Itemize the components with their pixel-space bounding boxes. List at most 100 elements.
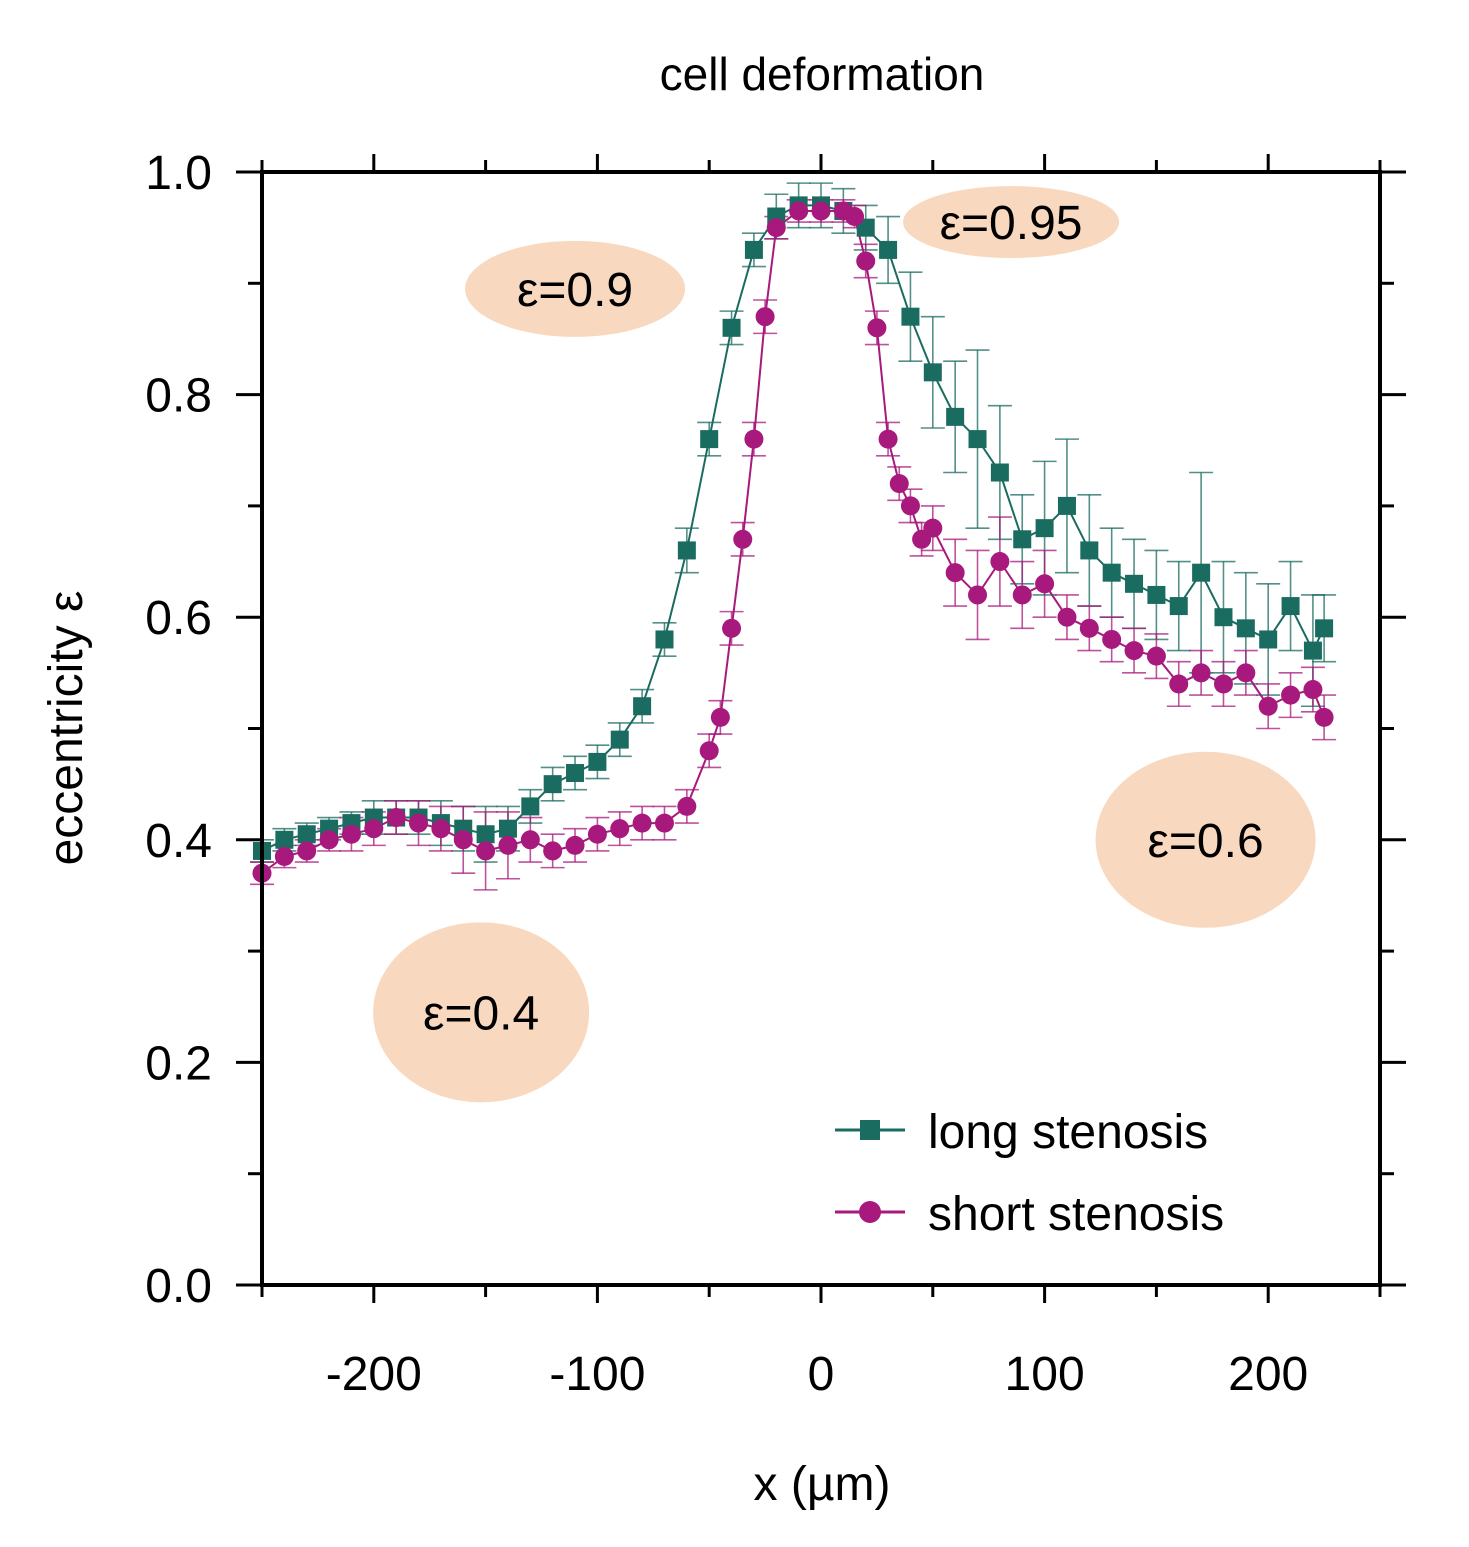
annotation-label: ε=0.6 — [1148, 815, 1264, 868]
short-stenosis-point — [274, 846, 294, 866]
long-stenosis-point — [1080, 541, 1099, 560]
long-stenosis-point — [655, 630, 674, 649]
long-stenosis-point — [633, 697, 652, 716]
long-stenosis-point — [1192, 563, 1211, 582]
long-stenosis-point — [1259, 630, 1278, 649]
short-stenosis-point — [1012, 585, 1032, 605]
long-stenosis-point — [1125, 574, 1144, 593]
short-stenosis-point — [923, 518, 943, 538]
legend-label-long: long stenosis — [928, 1106, 1208, 1159]
annotation-ellipse — [373, 922, 590, 1103]
long-stenosis-point — [610, 730, 629, 749]
short-stenosis-point — [1057, 607, 1077, 627]
short-stenosis-point — [341, 824, 361, 844]
long-stenosis-point — [1315, 619, 1334, 638]
short-stenosis-point — [520, 830, 540, 850]
short-stenosis-point — [1169, 674, 1189, 694]
short-stenosis-point — [654, 813, 674, 833]
long-stenosis-point — [1147, 585, 1166, 604]
short-stenosis-point — [710, 707, 730, 727]
tick-labels-layer: -200 -100 0 100 200 0.0 0.2 0.4 0.6 0.8 1.0 — [145, 147, 1308, 1401]
long-stenosis-point — [275, 830, 294, 849]
y-tick-label: 0.2 — [145, 1037, 212, 1090]
short-stenosis-point — [1303, 680, 1323, 700]
short-stenosis-point — [945, 563, 965, 583]
x-axis-title: x (µm) — [754, 1458, 891, 1511]
short-stenosis-point — [856, 251, 876, 271]
short-stenosis-point — [1146, 646, 1166, 666]
short-stenosis-point — [453, 830, 473, 850]
long-stenosis-line — [261, 204, 1325, 852]
short-stenosis-point — [364, 819, 384, 839]
short-stenosis-point — [1191, 663, 1211, 683]
short-stenosis-point — [755, 307, 775, 327]
long-stenosis-point — [1303, 641, 1322, 660]
short-stenosis-point — [297, 841, 317, 861]
long-stenosis-point — [1013, 530, 1032, 549]
long-stenosis-point — [879, 240, 898, 259]
short-stenosis-point — [699, 741, 719, 761]
long-stenosis-point — [543, 775, 562, 794]
long-stenosis-point — [1057, 496, 1076, 515]
short-stenosis-point — [744, 429, 764, 449]
chart-title: cell deformation — [660, 48, 985, 100]
x-tick-label: 200 — [1228, 1348, 1308, 1401]
short-stenosis-point — [498, 835, 518, 855]
short-stenosis-point — [1281, 685, 1301, 705]
y-tick-label: 0.4 — [145, 815, 212, 868]
long-stenosis-point — [476, 825, 495, 844]
long-stenosis-point — [1281, 597, 1300, 616]
long-stenosis-point — [588, 752, 607, 771]
ticks-layer — [236, 154, 1406, 1303]
short-stenosis-point — [386, 808, 406, 828]
plot-frame — [260, 170, 1382, 1287]
annotation-ellipse — [903, 186, 1120, 259]
markers-layer — [252, 196, 1334, 883]
legend-marker-short — [859, 1201, 881, 1223]
legend-marker-long — [860, 1120, 880, 1140]
short-stenosis-point — [900, 496, 920, 516]
short-stenosis-point — [722, 618, 742, 638]
long-stenosis-point — [1035, 519, 1054, 538]
short-stenosis-point — [968, 585, 988, 605]
y-tick-label: 0.6 — [145, 592, 212, 645]
x-tick-label: -200 — [326, 1348, 422, 1401]
short-stenosis-point — [1258, 696, 1278, 716]
short-stenosis-point — [587, 824, 607, 844]
long-stenosis-point — [744, 240, 763, 259]
y-tick-label: 0.0 — [145, 1260, 212, 1313]
short-stenosis-point — [632, 813, 652, 833]
y-tick-label: 0.8 — [145, 370, 212, 423]
short-stenosis-point — [1102, 629, 1122, 649]
long-stenosis-point — [566, 764, 585, 783]
long-stenosis-point — [946, 407, 965, 426]
long-stenosis-point — [1214, 608, 1233, 627]
short-stenosis-point — [409, 813, 429, 833]
long-stenosis-point — [1236, 619, 1255, 638]
long-stenosis-point — [297, 825, 316, 844]
short-stenosis-point — [431, 819, 451, 839]
short-stenosis-point — [565, 835, 585, 855]
short-stenosis-point — [845, 207, 865, 227]
short-stenosis-point — [1035, 574, 1055, 594]
short-stenosis-point — [1124, 641, 1144, 661]
x-tick-label: 0 — [808, 1348, 835, 1401]
short-stenosis-point — [1079, 618, 1099, 638]
short-stenosis-point — [1314, 707, 1334, 727]
x-tick-label: 100 — [1005, 1348, 1085, 1401]
annotation-label: ε=0.95 — [940, 197, 1083, 250]
annotations-layer: ε=0.9 ε=0.95 ε=0.4 ε=0.6 — [373, 186, 1316, 1103]
short-stenosis-point — [878, 429, 898, 449]
annotation-ellipse — [465, 240, 686, 337]
short-stenosis-point — [1213, 674, 1233, 694]
long-stenosis-point — [1169, 597, 1188, 616]
annotation-ellipse — [1095, 751, 1316, 928]
x-tick-label: -100 — [549, 1348, 645, 1401]
short-stenosis-point — [677, 796, 697, 816]
short-stenosis-point — [543, 841, 563, 861]
short-stenosis-point — [610, 819, 630, 839]
short-stenosis-point — [476, 841, 496, 861]
long-stenosis-point — [700, 430, 719, 449]
long-stenosis-point — [923, 363, 942, 382]
